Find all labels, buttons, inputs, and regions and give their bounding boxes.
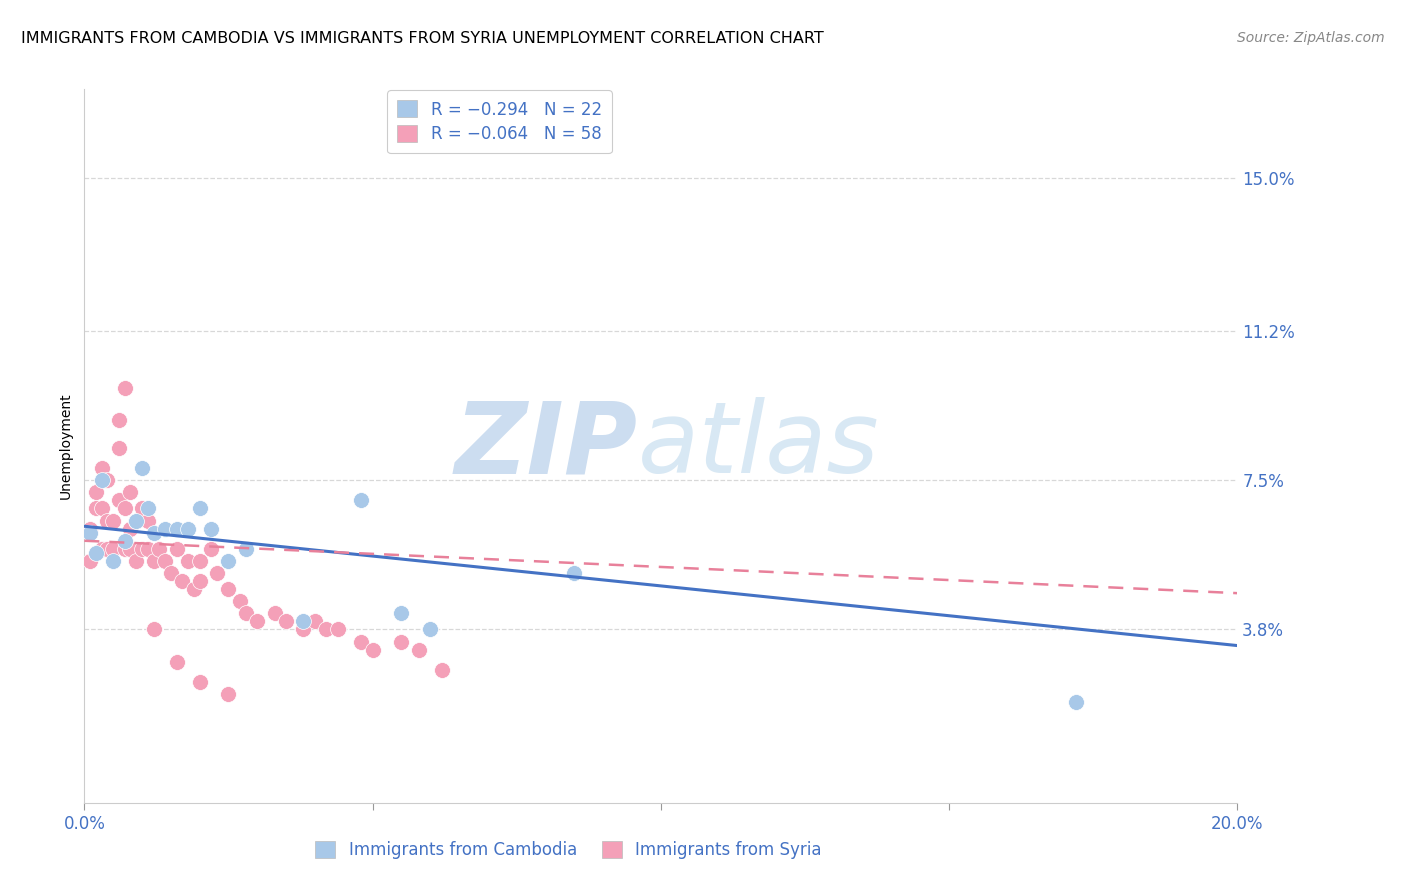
Point: [125, 514, 148, 528]
Point: [166, 541, 188, 556]
Point: [131, 461, 153, 475]
Point: [391, 607, 413, 621]
Point: [142, 554, 165, 568]
Point: [1064, 695, 1087, 709]
Point: [292, 615, 315, 629]
Point: [142, 623, 165, 637]
Point: [188, 574, 211, 588]
Point: [90, 541, 112, 556]
Point: [131, 541, 153, 556]
Point: [177, 522, 200, 536]
Point: [84, 546, 107, 560]
Point: [103, 554, 124, 568]
Point: [96, 514, 118, 528]
Point: [120, 522, 142, 536]
Point: [292, 623, 315, 637]
Point: [90, 473, 112, 487]
Point: [263, 607, 285, 621]
Point: [350, 493, 373, 508]
Point: [153, 554, 176, 568]
Point: [142, 525, 165, 540]
Point: [84, 501, 107, 516]
Point: [90, 501, 112, 516]
Point: [90, 461, 112, 475]
Point: [125, 554, 148, 568]
Point: [172, 574, 194, 588]
Text: ZIP: ZIP: [454, 398, 638, 494]
Point: [183, 582, 205, 596]
Point: [326, 623, 349, 637]
Point: [114, 501, 136, 516]
Point: [218, 554, 240, 568]
Point: [188, 501, 211, 516]
Point: [419, 623, 441, 637]
Point: [120, 541, 142, 556]
Point: [188, 674, 211, 689]
Point: [218, 687, 240, 701]
Point: [246, 615, 269, 629]
Point: [136, 501, 159, 516]
Point: [96, 541, 118, 556]
Text: IMMIGRANTS FROM CAMBODIA VS IMMIGRANTS FROM SYRIA UNEMPLOYMENT CORRELATION CHART: IMMIGRANTS FROM CAMBODIA VS IMMIGRANTS F…: [21, 31, 824, 46]
Point: [114, 533, 136, 548]
Point: [79, 554, 101, 568]
Point: [136, 541, 159, 556]
Point: [79, 525, 101, 540]
Point: [108, 413, 131, 427]
Point: [160, 566, 183, 580]
Point: [188, 554, 211, 568]
Point: [166, 522, 188, 536]
Point: [148, 541, 170, 556]
Point: [103, 541, 124, 556]
Point: [315, 623, 337, 637]
Point: [200, 541, 222, 556]
Point: [205, 566, 228, 580]
Point: [276, 615, 298, 629]
Point: [235, 607, 257, 621]
Point: [136, 514, 159, 528]
Point: [177, 554, 200, 568]
Point: [79, 522, 101, 536]
Point: [153, 522, 176, 536]
Point: [391, 634, 413, 648]
Point: [114, 380, 136, 394]
Point: [564, 566, 586, 580]
Point: [114, 541, 136, 556]
Point: [131, 501, 153, 516]
Point: [84, 485, 107, 500]
Text: atlas: atlas: [638, 398, 879, 494]
Point: [350, 634, 373, 648]
Point: [166, 655, 188, 669]
Point: [200, 522, 222, 536]
Point: [125, 514, 148, 528]
Point: [96, 473, 118, 487]
Point: [408, 642, 430, 657]
Point: [361, 642, 384, 657]
Point: [103, 514, 124, 528]
Point: [235, 541, 257, 556]
Point: [218, 582, 240, 596]
Text: Source: ZipAtlas.com: Source: ZipAtlas.com: [1237, 31, 1385, 45]
Point: [120, 485, 142, 500]
Point: [229, 594, 252, 608]
Point: [430, 663, 453, 677]
Point: [108, 493, 131, 508]
Point: [304, 615, 326, 629]
Point: [108, 441, 131, 455]
Legend: Immigrants from Cambodia, Immigrants from Syria: Immigrants from Cambodia, Immigrants fro…: [309, 834, 828, 866]
Y-axis label: Unemployment: Unemployment: [59, 392, 73, 500]
